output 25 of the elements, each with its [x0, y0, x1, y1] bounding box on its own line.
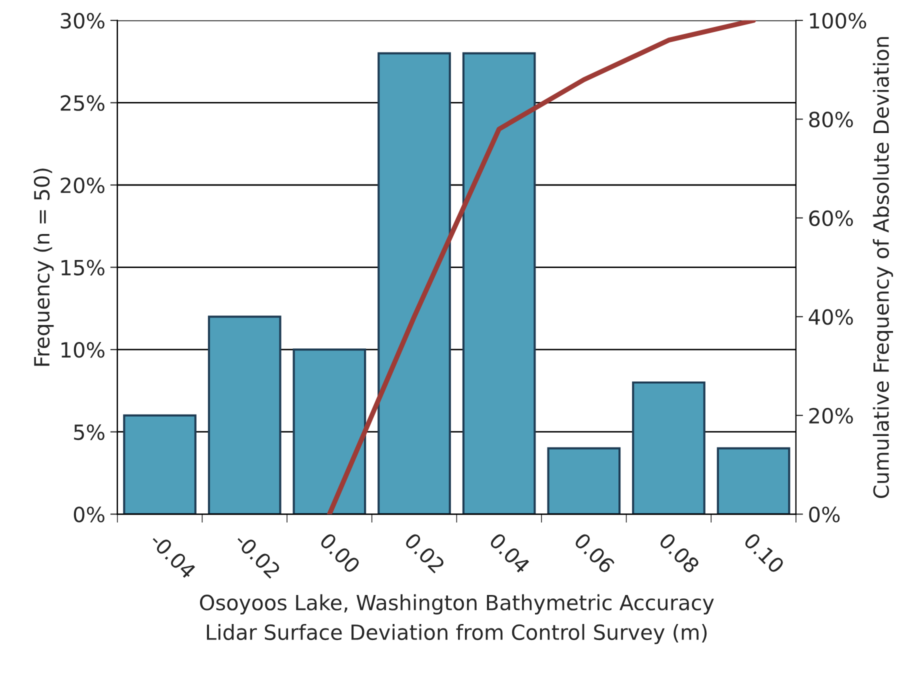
bar: [547, 447, 621, 514]
y-tick-label: 15%: [62, 260, 104, 276]
y2-tick-label: 40%: [808, 309, 853, 325]
bar: [716, 447, 790, 514]
y-tick-label: 0%: [74, 506, 104, 522]
y2-axis-title: Cumulative Frequency of Absolute Deviation: [872, 37, 894, 498]
y2-tick-label: 0%: [809, 506, 840, 522]
y2-tick-label: 80%: [809, 112, 853, 128]
y-tick-label: 30%: [60, 12, 104, 29]
y-axis-title: Frequency (n = 50): [34, 168, 54, 366]
x-axis-title: Osoyoos Lake, Washington Bathymetric Accuracy Lidar Surface Deviation from Control Survey (m): [200, 594, 714, 644]
bar: [208, 316, 282, 514]
bar: [632, 381, 706, 514]
bar: [378, 52, 451, 514]
y2-tick-label: 60%: [809, 210, 853, 226]
y-tick-label: 10%: [62, 342, 104, 358]
y2-tick-label: 20%: [809, 408, 853, 424]
bar: [292, 348, 366, 514]
y-tick-label: 20%: [60, 177, 104, 194]
line-series: [327, 20, 756, 514]
y-tick-label: 25%: [60, 95, 104, 111]
y2-tick-label: 100%: [810, 12, 866, 29]
y-tick-label: 5%: [74, 424, 104, 440]
bar: [462, 52, 536, 514]
bar: [123, 414, 196, 514]
